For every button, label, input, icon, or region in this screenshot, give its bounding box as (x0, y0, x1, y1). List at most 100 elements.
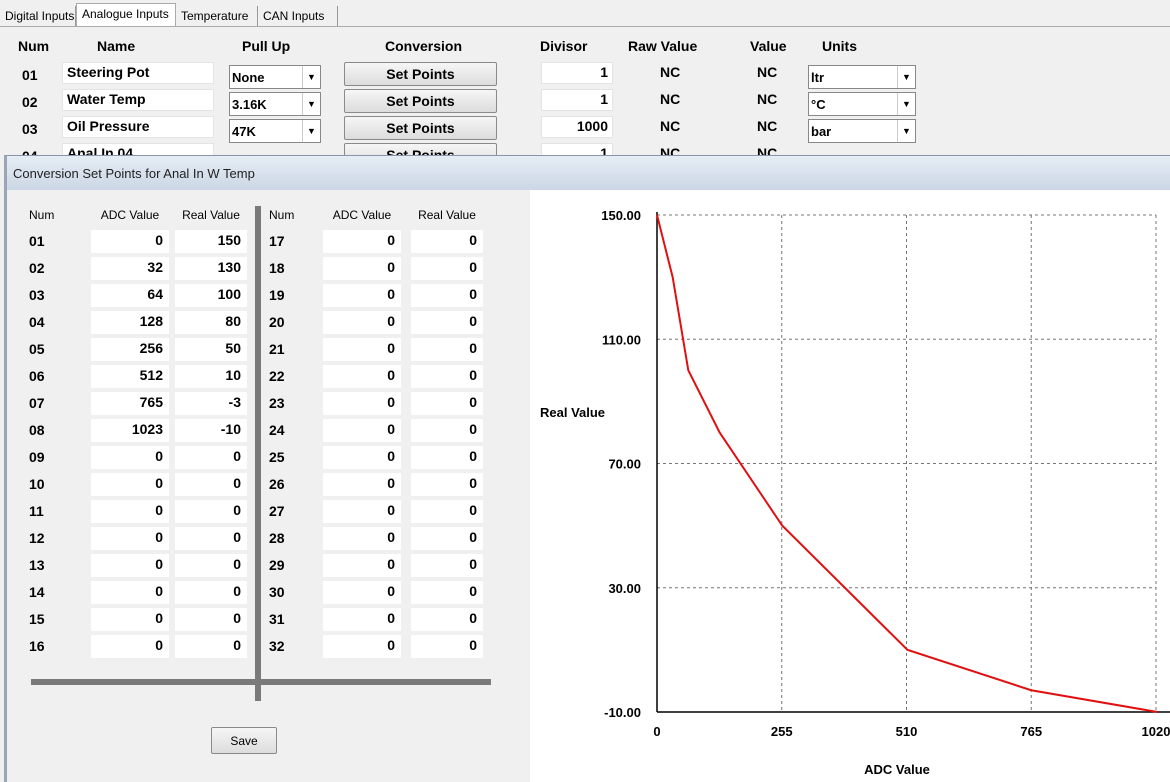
real-field[interactable]: 0 (411, 311, 483, 334)
dropdown[interactable]: None ▼ (229, 65, 321, 89)
setpoint-num: 31 (269, 611, 285, 627)
adc-field[interactable]: 0 (91, 446, 169, 469)
adc-field[interactable]: 0 (323, 581, 401, 604)
adc-field[interactable]: 0 (323, 338, 401, 361)
real-field[interactable]: 0 (411, 338, 483, 361)
setpoint-num: 11 (29, 503, 44, 519)
y-tick-label: 30.00 (608, 581, 641, 596)
name-field[interactable]: Steering Pot (62, 62, 214, 84)
dropdown[interactable]: 47K ▼ (229, 119, 321, 143)
tab[interactable]: Analogue Inputs (76, 3, 176, 27)
name-field[interactable]: Oil Pressure (62, 116, 214, 138)
adc-field[interactable]: 0 (323, 500, 401, 523)
real-field[interactable]: 130 (175, 257, 247, 280)
adc-field[interactable]: 765 (91, 392, 169, 415)
name-field[interactable]: Anal In 04 (62, 143, 214, 157)
setpoint-num: 17 (269, 233, 285, 249)
tab[interactable]: CAN Inputs (258, 6, 338, 26)
adc-field[interactable]: 0 (323, 311, 401, 334)
adc-field[interactable]: 0 (323, 284, 401, 307)
real-field[interactable]: 0 (411, 500, 483, 523)
divisor-field[interactable]: 1 (541, 62, 613, 84)
adc-field[interactable]: 128 (91, 311, 169, 334)
setpoint-num: 29 (269, 557, 285, 573)
dropdown[interactable]: °C ▼ (808, 92, 916, 116)
adc-field[interactable]: 0 (91, 581, 169, 604)
name-field[interactable]: Water Temp (62, 89, 214, 111)
real-field[interactable]: 0 (411, 392, 483, 415)
real-field[interactable]: -3 (175, 392, 247, 415)
adc-field[interactable]: 0 (91, 554, 169, 577)
real-field[interactable]: 0 (175, 635, 247, 658)
real-field[interactable]: 0 (411, 230, 483, 253)
real-field[interactable]: 0 (175, 554, 247, 577)
adc-field[interactable]: 0 (323, 554, 401, 577)
adc-field[interactable]: 32 (91, 257, 169, 280)
adc-field[interactable]: 0 (323, 473, 401, 496)
real-field[interactable]: 80 (175, 311, 247, 334)
adc-field[interactable]: 0 (91, 230, 169, 253)
adc-field[interactable]: 512 (91, 365, 169, 388)
real-field[interactable]: 0 (175, 527, 247, 550)
setpoint-num: 03 (29, 287, 45, 303)
adc-field[interactable]: 0 (323, 446, 401, 469)
real-field[interactable]: 100 (175, 284, 247, 307)
real-field[interactable]: -10 (175, 419, 247, 442)
set-points-button[interactable]: Set Points (344, 89, 497, 113)
y-axis-label: Real Value (540, 405, 605, 420)
real-field[interactable]: 0 (411, 608, 483, 631)
adc-field[interactable]: 1023 (91, 419, 169, 442)
real-field[interactable]: 0 (175, 446, 247, 469)
adc-field[interactable]: 0 (323, 230, 401, 253)
real-field[interactable]: 50 (175, 338, 247, 361)
real-field[interactable]: 0 (411, 284, 483, 307)
set-points-button[interactable]: Set Points (344, 62, 497, 86)
divisor-field[interactable]: 1000 (541, 116, 613, 138)
tab[interactable]: Temperature (176, 6, 258, 26)
real-field[interactable]: 0 (175, 500, 247, 523)
real-field[interactable]: 0 (411, 473, 483, 496)
adc-field[interactable]: 0 (91, 500, 169, 523)
set-points-button[interactable]: Set Points (344, 116, 497, 140)
adc-field[interactable]: 0 (323, 635, 401, 658)
real-field[interactable]: 0 (411, 581, 483, 604)
adc-field[interactable]: 0 (91, 608, 169, 631)
real-field[interactable]: 0 (411, 365, 483, 388)
tab[interactable]: Digital Inputs (0, 6, 76, 26)
set-points-button[interactable]: Set Points (344, 143, 497, 157)
chart: -10.00 30.00 70.00 110.00 150.00 0 255 510 765 10… (530, 190, 1170, 782)
adc-field[interactable]: 0 (323, 608, 401, 631)
real-field[interactable]: 0 (411, 635, 483, 658)
adc-field[interactable]: 0 (323, 257, 401, 280)
real-field[interactable]: 0 (175, 581, 247, 604)
real-field[interactable]: 0 (411, 257, 483, 280)
dropdown[interactable]: bar ▼ (808, 119, 916, 143)
adc-field[interactable]: 0 (323, 365, 401, 388)
dropdown[interactable]: 3.16K ▼ (229, 92, 321, 116)
setpoint-num: 01 (29, 233, 45, 249)
adc-field[interactable]: 64 (91, 284, 169, 307)
adc-field[interactable]: 0 (91, 635, 169, 658)
real-field[interactable]: 0 (411, 554, 483, 577)
dropdown-value: °C (811, 97, 826, 112)
real-field[interactable]: 150 (175, 230, 247, 253)
adc-field[interactable]: 0 (323, 527, 401, 550)
adc-field[interactable]: 0 (323, 419, 401, 442)
adc-field[interactable]: 0 (323, 392, 401, 415)
adc-field[interactable]: 0 (91, 473, 169, 496)
adc-field[interactable]: 0 (91, 527, 169, 550)
real-field[interactable]: 0 (411, 419, 483, 442)
divisor-field[interactable]: 1 (541, 143, 613, 157)
setpoint-num: 15 (29, 611, 45, 627)
save-button[interactable]: Save (211, 727, 277, 754)
real-field[interactable]: 0 (175, 608, 247, 631)
setpoint-num: 25 (269, 449, 285, 465)
real-field[interactable]: 0 (411, 527, 483, 550)
real-field[interactable]: 0 (175, 473, 247, 496)
dropdown[interactable]: ltr ▼ (808, 65, 916, 89)
real-field[interactable]: 10 (175, 365, 247, 388)
real-field[interactable]: 0 (411, 446, 483, 469)
setpoint-num: 08 (29, 422, 45, 438)
divisor-field[interactable]: 1 (541, 89, 613, 111)
adc-field[interactable]: 256 (91, 338, 169, 361)
